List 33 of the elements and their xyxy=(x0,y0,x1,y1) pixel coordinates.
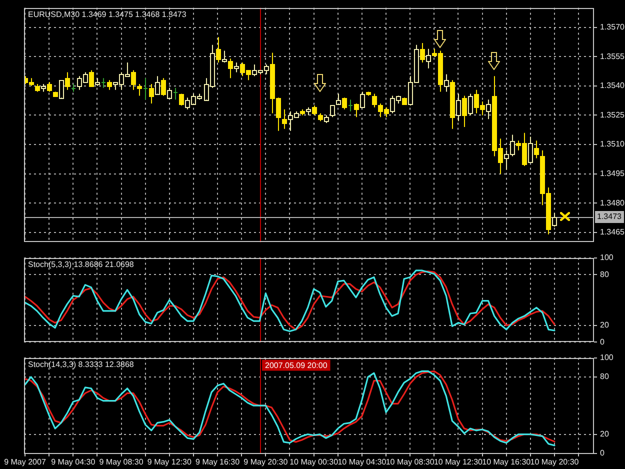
y-tick-label: 1.3465 xyxy=(600,228,625,237)
y-tick-label: 1.3570 xyxy=(600,22,625,32)
x-tick-label: 10 May 00:30 xyxy=(290,457,339,466)
chart-title: EURUSD,M30 1.3469 1.3475 1.3468 1.3473 xyxy=(28,10,187,20)
x-tick-label: 9 May 12:30 xyxy=(147,457,192,466)
y-tick-label: 1.3480 xyxy=(600,198,625,208)
y-tick-label: 1.3555 xyxy=(600,52,625,61)
y-tick-label: 20 xyxy=(600,429,610,438)
x-tick-label: 10 May 16:30 xyxy=(482,457,532,466)
y-tick-label: 1.3510 xyxy=(600,140,625,149)
y-tick-label: 1.3525 xyxy=(600,110,625,120)
y-tick-label: 1.3540 xyxy=(600,81,625,90)
y-tick-label: 80 xyxy=(600,270,610,279)
y-tick-label: 0 xyxy=(600,448,605,458)
x-tick-label: 10 May 12:30 xyxy=(434,457,484,466)
x-tick-label: 9 May 20:30 xyxy=(244,457,288,466)
x-tick-label: 10 May 08:30 xyxy=(386,457,435,466)
y-tick-label: 80 xyxy=(600,372,610,382)
x-tick-label: 10 May 04:30 xyxy=(338,457,387,466)
x-tick-label: 10 May 20:30 xyxy=(530,457,580,466)
ref-line-label: 1.3473 xyxy=(597,212,622,222)
y-tick-label: 100 xyxy=(600,253,614,262)
chart-title: Stoch(5,3,3) 13.8686 21.0698 xyxy=(28,260,134,270)
x-tick-label: 9 May 04:30 xyxy=(51,457,96,466)
y-tick-label: 0 xyxy=(600,337,605,346)
y-tick-label: 100 xyxy=(600,353,614,362)
x-tick-label: 9 May 16:30 xyxy=(196,457,240,466)
ref-line-label: 2007.05.09 20:00 xyxy=(265,361,328,370)
y-tick-label: 20 xyxy=(600,320,610,330)
chart-title: Stoch(14,3,3) 8.3333 12.3868 xyxy=(28,360,134,370)
x-tick-label: 9 May 2007 xyxy=(4,457,46,466)
y-tick-label: 1.3495 xyxy=(600,169,625,178)
x-tick-label: 9 May 08:30 xyxy=(99,457,144,466)
